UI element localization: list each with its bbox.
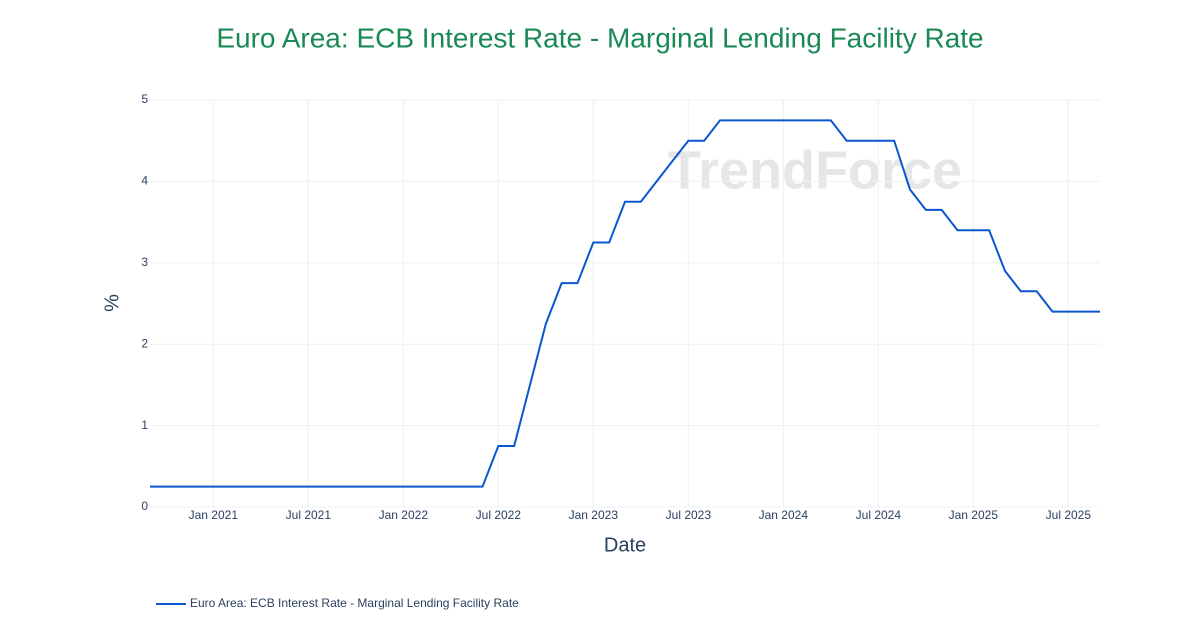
- x-tick-label: Jul 2022: [476, 508, 522, 522]
- y-tick-label: 3: [141, 255, 148, 269]
- x-tick-label: Jan 2021: [189, 508, 239, 522]
- y-tick-label: 4: [141, 174, 148, 188]
- x-tick-label: Jul 2025: [1046, 508, 1092, 522]
- x-tick-label: Jul 2023: [666, 508, 712, 522]
- y-tick-label: 1: [141, 418, 148, 432]
- x-tick-label: Jan 2024: [759, 508, 809, 522]
- x-tick-label: Jul 2021: [286, 508, 332, 522]
- x-tick-label: Jan 2023: [569, 508, 619, 522]
- x-tick-label: Jan 2022: [379, 508, 429, 522]
- line: [150, 119, 1100, 488]
- chart-title: Euro Area: ECB Interest Rate - Marginal …: [216, 22, 983, 53]
- watermark: TrendForce: [668, 140, 962, 200]
- y-tick-label: 2: [141, 336, 148, 350]
- y-tick-label: 0: [141, 499, 148, 513]
- x-tick-label: Jul 2024: [856, 508, 902, 522]
- y-axis-title: %: [101, 294, 123, 312]
- legend-label: Euro Area: ECB Interest Rate - Marginal …: [190, 596, 519, 610]
- y-tick-label: 5: [141, 92, 148, 106]
- x-axis-title: Date: [604, 534, 646, 556]
- x-tick-label: Jan 2025: [949, 508, 999, 522]
